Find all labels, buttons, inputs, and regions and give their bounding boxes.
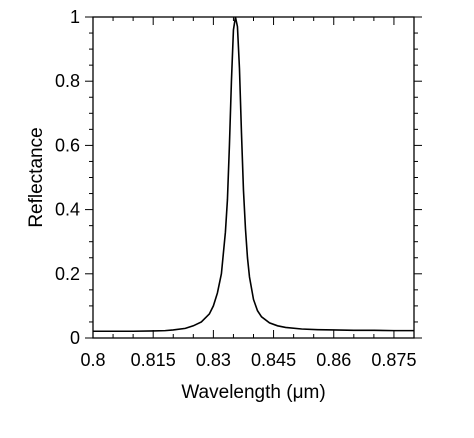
reflectance-curve (93, 16, 414, 333)
x-tick-label: 0.815 (131, 350, 176, 370)
x-tick-label: 0.83 (196, 350, 231, 370)
axis-ticks (85, 16, 422, 339)
y-tick-label: 1 (70, 7, 80, 27)
x-tick-labels: 0.8 0.815 0.83 0.845 0.86 0.875 (80, 350, 416, 370)
y-tick-label: 0.8 (55, 71, 80, 91)
x-tick-label: 0.8 (80, 350, 105, 370)
y-axis-title: Reflectance (26, 127, 47, 227)
y-tick-label: 0.4 (55, 200, 80, 220)
y-tick-label: 0 (70, 328, 80, 348)
plot-frame (92, 16, 415, 339)
y-tick-label: 0.6 (55, 135, 80, 155)
x-axis-title: Wavelength (μm) (181, 382, 325, 403)
y-tick-label: 0.2 (55, 264, 80, 284)
x-tick-label: 0.845 (251, 350, 296, 370)
x-tick-label: 0.86 (316, 350, 351, 370)
x-tick-label: 0.875 (371, 350, 416, 370)
y-tick-labels: 0 0.2 0.4 0.6 0.8 1 (55, 7, 80, 348)
